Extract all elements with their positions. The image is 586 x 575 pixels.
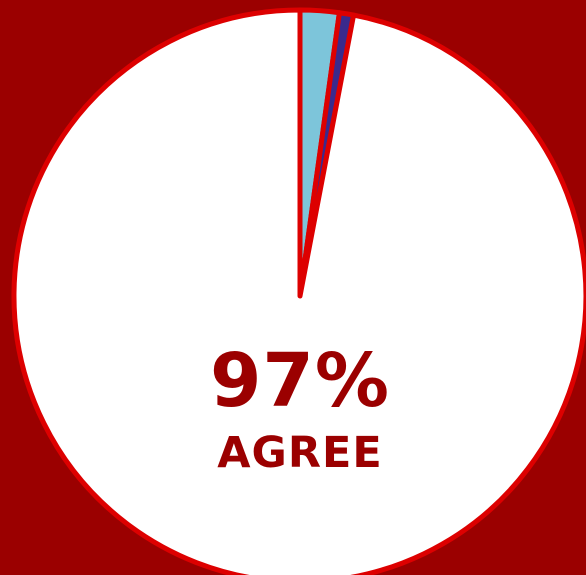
agree-percentage: 97% <box>209 338 391 424</box>
agree-label: AGREE <box>217 428 383 478</box>
pie-slice-0 <box>11 7 586 575</box>
